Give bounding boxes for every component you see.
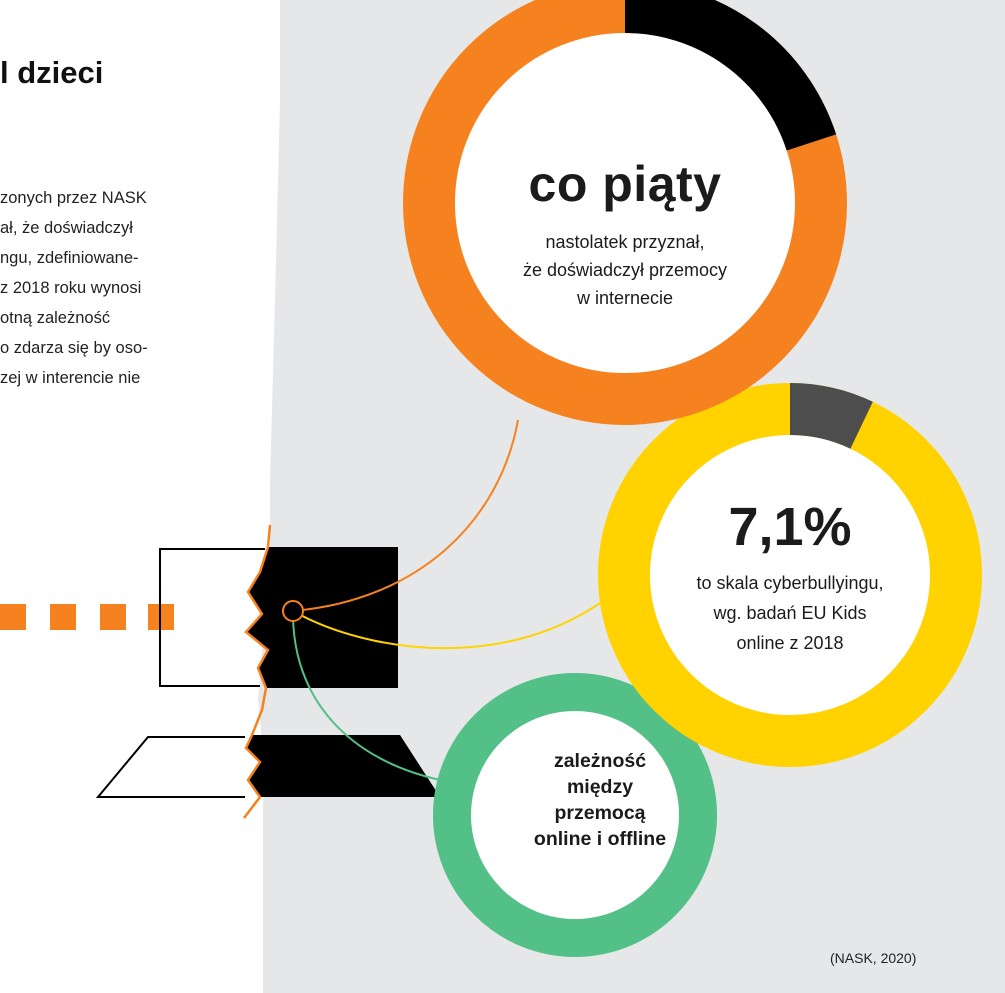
torn-laptop-icon [95,524,440,819]
connector-orange [292,419,519,612]
laptop-screen-outline [159,548,265,687]
body-line: o zdarza się by oso- [0,339,148,357]
donut-segment-2 [789,383,873,450]
stat-description-line: wg. badań EU Kids [713,603,867,623]
section-heading: l dzieci [0,55,104,90]
body-line: z 2018 roku wynosi [0,279,142,297]
stat-headline-1: co piąty [528,156,722,212]
source-citation: (NASK, 2020) [830,950,917,966]
stat-description-line: online z 2018 [736,633,844,653]
connector-green [291,610,441,781]
stat-description-2: to skala cyberbullyingu, wg. badań EU Ki… [640,568,940,658]
laptop-base-outline [95,736,245,798]
dotted-line-icon [0,604,174,630]
stat-description-line: przemocą [554,802,646,824]
body-line: ał, że doświadczył [0,219,133,237]
stat-description-line: online i offline [533,828,667,850]
donut-ring-3 [433,673,717,957]
laptop-base-filled [246,735,440,797]
body-line: zej w interencie nie [0,369,141,387]
body-line: otną zależność [0,309,111,327]
stat-description-line: między [566,776,634,798]
stat-description-1: nastolatek przyznał, że doświadczył prze… [440,228,810,312]
body-line: ngu, zdefiniowane- [0,249,139,267]
laptop-screen-filled [246,547,398,688]
tear-edge-line [243,524,272,819]
dot-square [0,604,26,630]
stat-description-line: nastolatek przyznał, [545,232,705,252]
stat-description-line: to skala cyberbullyingu, [696,573,884,593]
donut-segment-1 [624,0,837,151]
stat-description-line: zależność [553,750,647,772]
stat-description-3: zależność między przemocą online i offli… [480,748,720,852]
stat-headline-2: 7,1% [728,497,852,557]
donut-charts [403,0,982,957]
stat-description-line: że doświadczył przemocy [522,260,728,280]
stat-description-line: w internecie [576,288,674,308]
connector-hub [282,600,304,622]
dot-square [50,604,76,630]
body-paragraph: zonych przez NASK ał, że doświadczył ngu… [0,183,148,393]
dot-square [100,604,126,630]
body-line: zonych przez NASK [0,189,147,207]
